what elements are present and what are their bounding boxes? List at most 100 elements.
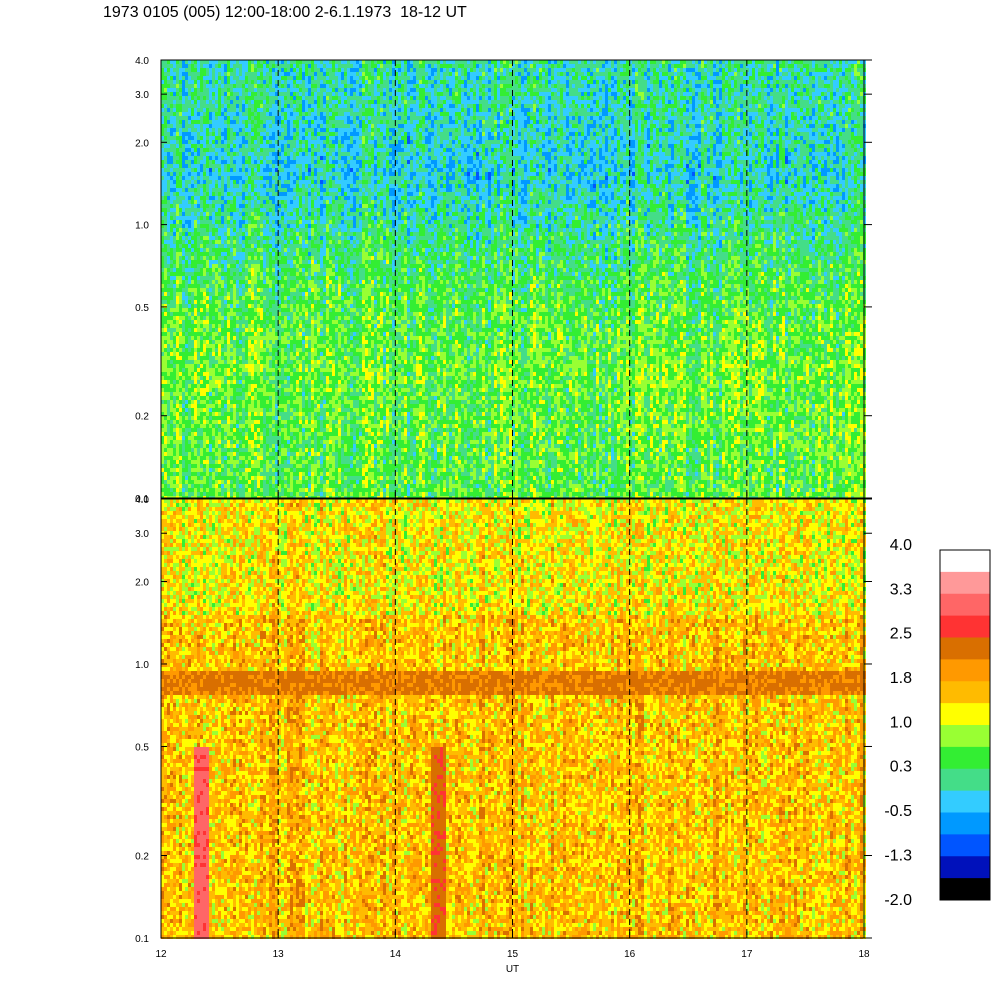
heatmap-cell [221,248,224,252]
heatmap-cell [188,360,191,364]
heatmap-cell [206,212,209,216]
heatmap-cell [215,328,218,332]
heatmap-cell [176,172,179,176]
heatmap-cell [233,72,236,76]
heatmap-cell [176,100,179,104]
heatmap-cell [227,176,230,180]
heatmap-cell [218,220,221,224]
heatmap-cell [230,468,233,472]
heatmap-cell [206,232,209,236]
heatmap-cell [179,332,182,336]
heatmap-cell [224,256,227,260]
heatmap-cell [173,468,176,472]
heatmap-cell [176,72,179,76]
heatmap-cell [173,160,176,164]
heatmap-cell [173,360,176,364]
heatmap-cell [215,140,218,144]
heatmap-cell [173,480,176,484]
heatmap-cell [188,356,191,360]
heatmap-cell [170,392,173,396]
heatmap-cell [188,112,191,116]
heatmap-cell [164,116,167,120]
heatmap-cell [170,428,173,432]
heatmap-cell [227,84,230,88]
heatmap-cell [167,276,170,280]
heatmap-cell [218,252,221,256]
heatmap-cell [179,448,182,452]
heatmap-cell [185,240,188,244]
heatmap-cell [173,92,176,96]
heatmap-cell [224,408,227,412]
heatmap-cell [203,320,206,324]
heatmap-cell [227,208,230,212]
heatmap-cell [212,344,215,348]
heatmap-cell [176,64,179,68]
heatmap-cell [206,136,209,140]
heatmap-cell [224,264,227,268]
heatmap-cell [191,272,194,276]
heatmap-cell [185,184,188,188]
heatmap-cell [227,488,230,492]
heatmap-cell [179,304,182,308]
heatmap-cell [176,112,179,116]
heatmap-cell [227,100,230,104]
heatmap-cell [182,464,185,468]
heatmap-cell [212,336,215,340]
heatmap-cell [164,356,167,360]
heatmap-cell [179,276,182,280]
heatmap-cell [218,84,221,88]
heatmap-cell [173,380,176,384]
heatmap-cell [218,256,221,260]
heatmap-cell [167,172,170,176]
heatmap-cell [215,320,218,324]
heatmap-cell [224,440,227,444]
heatmap-cell [209,416,212,420]
heatmap-cell [164,220,167,224]
heatmap-cell [194,336,197,340]
heatmap-cell [170,360,173,364]
heatmap-cell [203,132,206,136]
heatmap-cell [173,320,176,324]
heatmap-cell [197,480,200,484]
heatmap-cell [209,76,212,80]
heatmap-cell [185,316,188,320]
heatmap-cell [182,356,185,360]
heatmap-cell [182,220,185,224]
heatmap-cell [176,200,179,204]
heatmap-cell [170,384,173,388]
heatmap-cell [227,492,230,496]
heatmap-cell [185,380,188,384]
heatmap-cell [182,472,185,476]
heatmap-cell [209,148,212,152]
heatmap-cell [170,376,173,380]
heatmap-cell [215,152,218,156]
heatmap-cell [197,352,200,356]
heatmap-cell [179,328,182,332]
heatmap-cell [221,324,224,328]
heatmap-cell [173,172,176,176]
heatmap-cell [185,216,188,220]
heatmap-cell [209,452,212,456]
heatmap-cell [209,60,212,64]
heatmap-cell [224,140,227,144]
heatmap-cell [227,408,230,412]
heatmap-cell [212,120,215,124]
heatmap-cell [191,244,194,248]
heatmap-cell [176,196,179,200]
heatmap-cell [167,196,170,200]
heatmap-cell [191,184,194,188]
heatmap-cell [173,372,176,376]
heatmap-cell [179,428,182,432]
heatmap-cell [206,304,209,308]
heatmap-cell [206,352,209,356]
heatmap-cell [167,388,170,392]
heatmap-cell [197,136,200,140]
heatmap-cell [191,464,194,468]
heatmap-cell [200,392,203,396]
heatmap-cell [200,224,203,228]
heatmap-cell [206,132,209,136]
heatmap-cell [206,380,209,384]
heatmap-cell [203,316,206,320]
heatmap-cell [185,68,188,72]
heatmap-cell [179,388,182,392]
